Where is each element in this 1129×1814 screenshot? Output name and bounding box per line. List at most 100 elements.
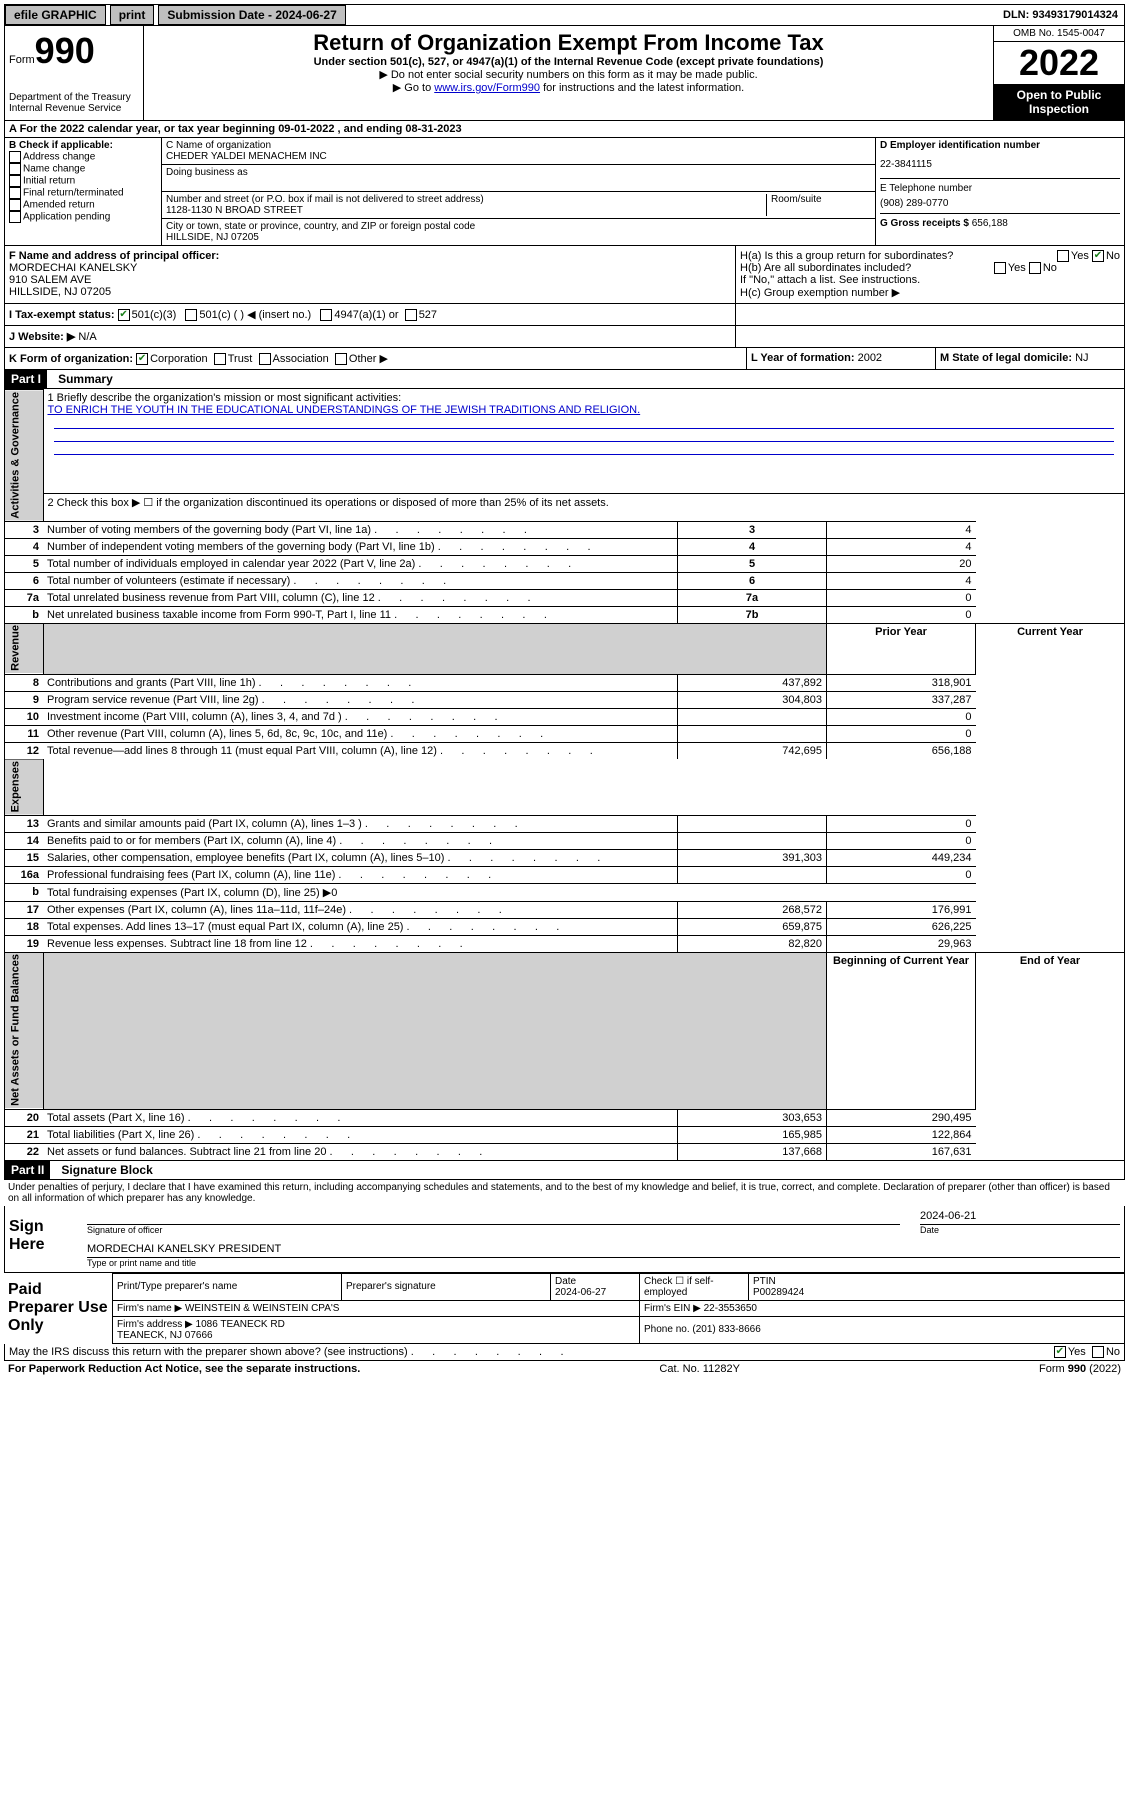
city-label: City or town, state or province, country… bbox=[166, 221, 871, 232]
table-row: 15Salaries, other compensation, employee… bbox=[5, 849, 1124, 866]
cb-501c3[interactable] bbox=[118, 309, 130, 321]
cb-final: Final return/terminated bbox=[9, 187, 157, 199]
part2-header: Part II bbox=[5, 1161, 50, 1179]
table-row: 13Grants and similar amounts paid (Part … bbox=[5, 815, 1124, 832]
col-b-label: B Check if applicable: bbox=[9, 140, 157, 151]
gov-side-label: Activities & Governance bbox=[5, 390, 43, 522]
exp-side-label: Expenses bbox=[5, 759, 43, 815]
table-row: bNet unrelated business taxable income f… bbox=[5, 606, 1124, 623]
table-row: 12Total revenue—add lines 8 through 11 (… bbox=[5, 742, 1124, 759]
prior-year-hdr: Prior Year bbox=[827, 623, 976, 674]
table-row: 16aProfessional fundraising fees (Part I… bbox=[5, 866, 1124, 883]
sign-here-label: Sign Here bbox=[5, 1206, 83, 1272]
note-post: for instructions and the latest informat… bbox=[540, 82, 744, 94]
note-pre: ▶ Go to bbox=[393, 82, 434, 94]
name-label: C Name of organization bbox=[166, 140, 871, 151]
org-name: CHEDER YALDEI MENACHEM INC bbox=[166, 151, 871, 162]
cb-pending: Application pending bbox=[9, 211, 157, 223]
officer-label: F Name and address of principal officer: bbox=[9, 250, 731, 262]
submission-date-label: Submission Date - 2024-06-27 bbox=[158, 5, 345, 25]
ptin-cell: PTINP00289424 bbox=[749, 1273, 1125, 1300]
table-row: 5Total number of individuals employed in… bbox=[5, 555, 1124, 572]
summary-table: Activities & Governance 1 Briefly descri… bbox=[5, 389, 1124, 1160]
self-emp: Check ☐ if self-employed bbox=[640, 1273, 749, 1300]
suite-label: Room/suite bbox=[771, 194, 871, 205]
firm-name: WEINSTEIN & WEINSTEIN CPA'S bbox=[185, 1303, 340, 1314]
footer-left: For Paperwork Reduction Act Notice, see … bbox=[8, 1363, 360, 1375]
cb-address: Address change bbox=[9, 151, 157, 163]
sig-date: 2024-06-21 bbox=[920, 1210, 1120, 1222]
addr-label: Number and street (or P.O. box if mail i… bbox=[166, 194, 766, 205]
gross-value: 656,188 bbox=[972, 218, 1008, 229]
form-number: 990 bbox=[35, 30, 95, 71]
note-ssn: ▶ Do not enter social security numbers o… bbox=[148, 68, 989, 81]
officer-addr: 910 SALEM AVE bbox=[9, 274, 731, 286]
form-label: Form bbox=[9, 54, 35, 66]
paid-preparer-table: Paid Preparer Use Only Print/Type prepar… bbox=[4, 1273, 1125, 1344]
line2: 2 Check this box ▶ ☐ if the organization… bbox=[43, 494, 1124, 522]
table-row: 3Number of voting members of the governi… bbox=[5, 521, 1124, 538]
j-label: J Website: ▶ bbox=[9, 331, 75, 343]
part1-header: Part I bbox=[5, 370, 47, 388]
hc-row: H(c) Group exemption number ▶ bbox=[740, 286, 1120, 299]
org-info-block: B Check if applicable: Address change Na… bbox=[4, 138, 1125, 246]
cb-amended: Amended return bbox=[9, 199, 157, 211]
table-row: 9Program service revenue (Part VIII, lin… bbox=[5, 691, 1124, 708]
ein-label: D Employer identification number bbox=[880, 140, 1120, 151]
print-button[interactable]: print bbox=[110, 5, 155, 25]
row-j: J Website: ▶ N/A bbox=[4, 326, 1125, 348]
date-label: Date bbox=[920, 1225, 1120, 1235]
h-note: If "No," attach a list. See instructions… bbox=[740, 274, 1120, 286]
officer-city: HILLSIDE, NJ 07205 bbox=[9, 286, 731, 298]
table-row: 17Other expenses (Part IX, column (A), l… bbox=[5, 901, 1124, 918]
part2-title: Signature Block bbox=[53, 1163, 152, 1177]
omb-label: OMB No. 1545-0047 bbox=[994, 26, 1124, 42]
state-domicile: NJ bbox=[1075, 352, 1088, 364]
firm-addr-label: Firm's address ▶ bbox=[117, 1319, 193, 1330]
line1-label: 1 Briefly describe the organization's mi… bbox=[48, 392, 1121, 404]
website-value: N/A bbox=[78, 331, 96, 343]
tax-year: 2022 bbox=[994, 42, 1124, 84]
type-name-label: Type or print name and title bbox=[87, 1258, 1120, 1268]
part1-bar: Part I Summary bbox=[4, 370, 1125, 389]
phone-value: (908) 289-0770 bbox=[880, 194, 1120, 213]
irs-link[interactable]: www.irs.gov/Form990 bbox=[434, 82, 540, 94]
main-title: Return of Organization Exempt From Incom… bbox=[148, 30, 989, 56]
discuss-label: May the IRS discuss this return with the… bbox=[9, 1346, 564, 1358]
org-address: 1128-1130 N BROAD STREET bbox=[166, 205, 766, 216]
year-formation: 2002 bbox=[858, 352, 882, 364]
table-row: 10Investment income (Part VIII, column (… bbox=[5, 708, 1124, 725]
rev-side-label: Revenue bbox=[5, 623, 43, 674]
discuss-row: May the IRS discuss this return with the… bbox=[4, 1344, 1125, 1361]
table-row: 7aTotal unrelated business revenue from … bbox=[5, 589, 1124, 606]
dln-label: DLN: 93493179014324 bbox=[1003, 9, 1124, 21]
phone-label: E Telephone number bbox=[880, 178, 1120, 194]
cb-name: Name change bbox=[9, 163, 157, 175]
table-row: 22Net assets or fund balances. Subtract … bbox=[5, 1143, 1124, 1160]
org-city: HILLSIDE, NJ 07205 bbox=[166, 232, 871, 243]
open-public-label: Open to Public Inspection bbox=[994, 84, 1124, 120]
firm-ein-label: Firm's EIN ▶ bbox=[644, 1303, 701, 1314]
table-row: 19Revenue less expenses. Subtract line 1… bbox=[5, 935, 1124, 952]
i-label: I Tax-exempt status: bbox=[9, 309, 115, 321]
hc-empty bbox=[736, 304, 1124, 325]
penalty-text: Under penalties of perjury, I declare th… bbox=[4, 1180, 1125, 1206]
row-i: I Tax-exempt status: 501(c)(3) 501(c) ( … bbox=[4, 304, 1125, 326]
col-d: D Employer identification number 22-3841… bbox=[876, 138, 1124, 245]
form-header: Form990 Department of the Treasury Inter… bbox=[4, 26, 1125, 121]
firm-phone: (201) 833-8666 bbox=[692, 1324, 760, 1335]
officer-sig-name: MORDECHAI KANELSKY PRESIDENT bbox=[87, 1243, 1120, 1255]
gross-label: G Gross receipts $ bbox=[880, 218, 969, 229]
part2-bar: Part II Signature Block bbox=[4, 1161, 1125, 1180]
hb-label: H(b) Are all subordinates included? bbox=[740, 262, 911, 274]
table-row: 6Total number of volunteers (estimate if… bbox=[5, 572, 1124, 589]
firm-name-label: Firm's name ▶ bbox=[117, 1303, 182, 1314]
prep-sig-label: Preparer's signature bbox=[342, 1273, 551, 1300]
row-fh: F Name and address of principal officer:… bbox=[4, 246, 1125, 304]
firm-ein: 22-3553650 bbox=[704, 1303, 757, 1314]
end-year-hdr: End of Year bbox=[976, 952, 1125, 1109]
dept-label: Department of the Treasury Internal Reve… bbox=[9, 92, 139, 114]
col-b: B Check if applicable: Address change Na… bbox=[5, 138, 162, 245]
paid-label: Paid Preparer Use Only bbox=[4, 1273, 113, 1343]
note-link: ▶ Go to www.irs.gov/Form990 for instruct… bbox=[148, 81, 989, 94]
